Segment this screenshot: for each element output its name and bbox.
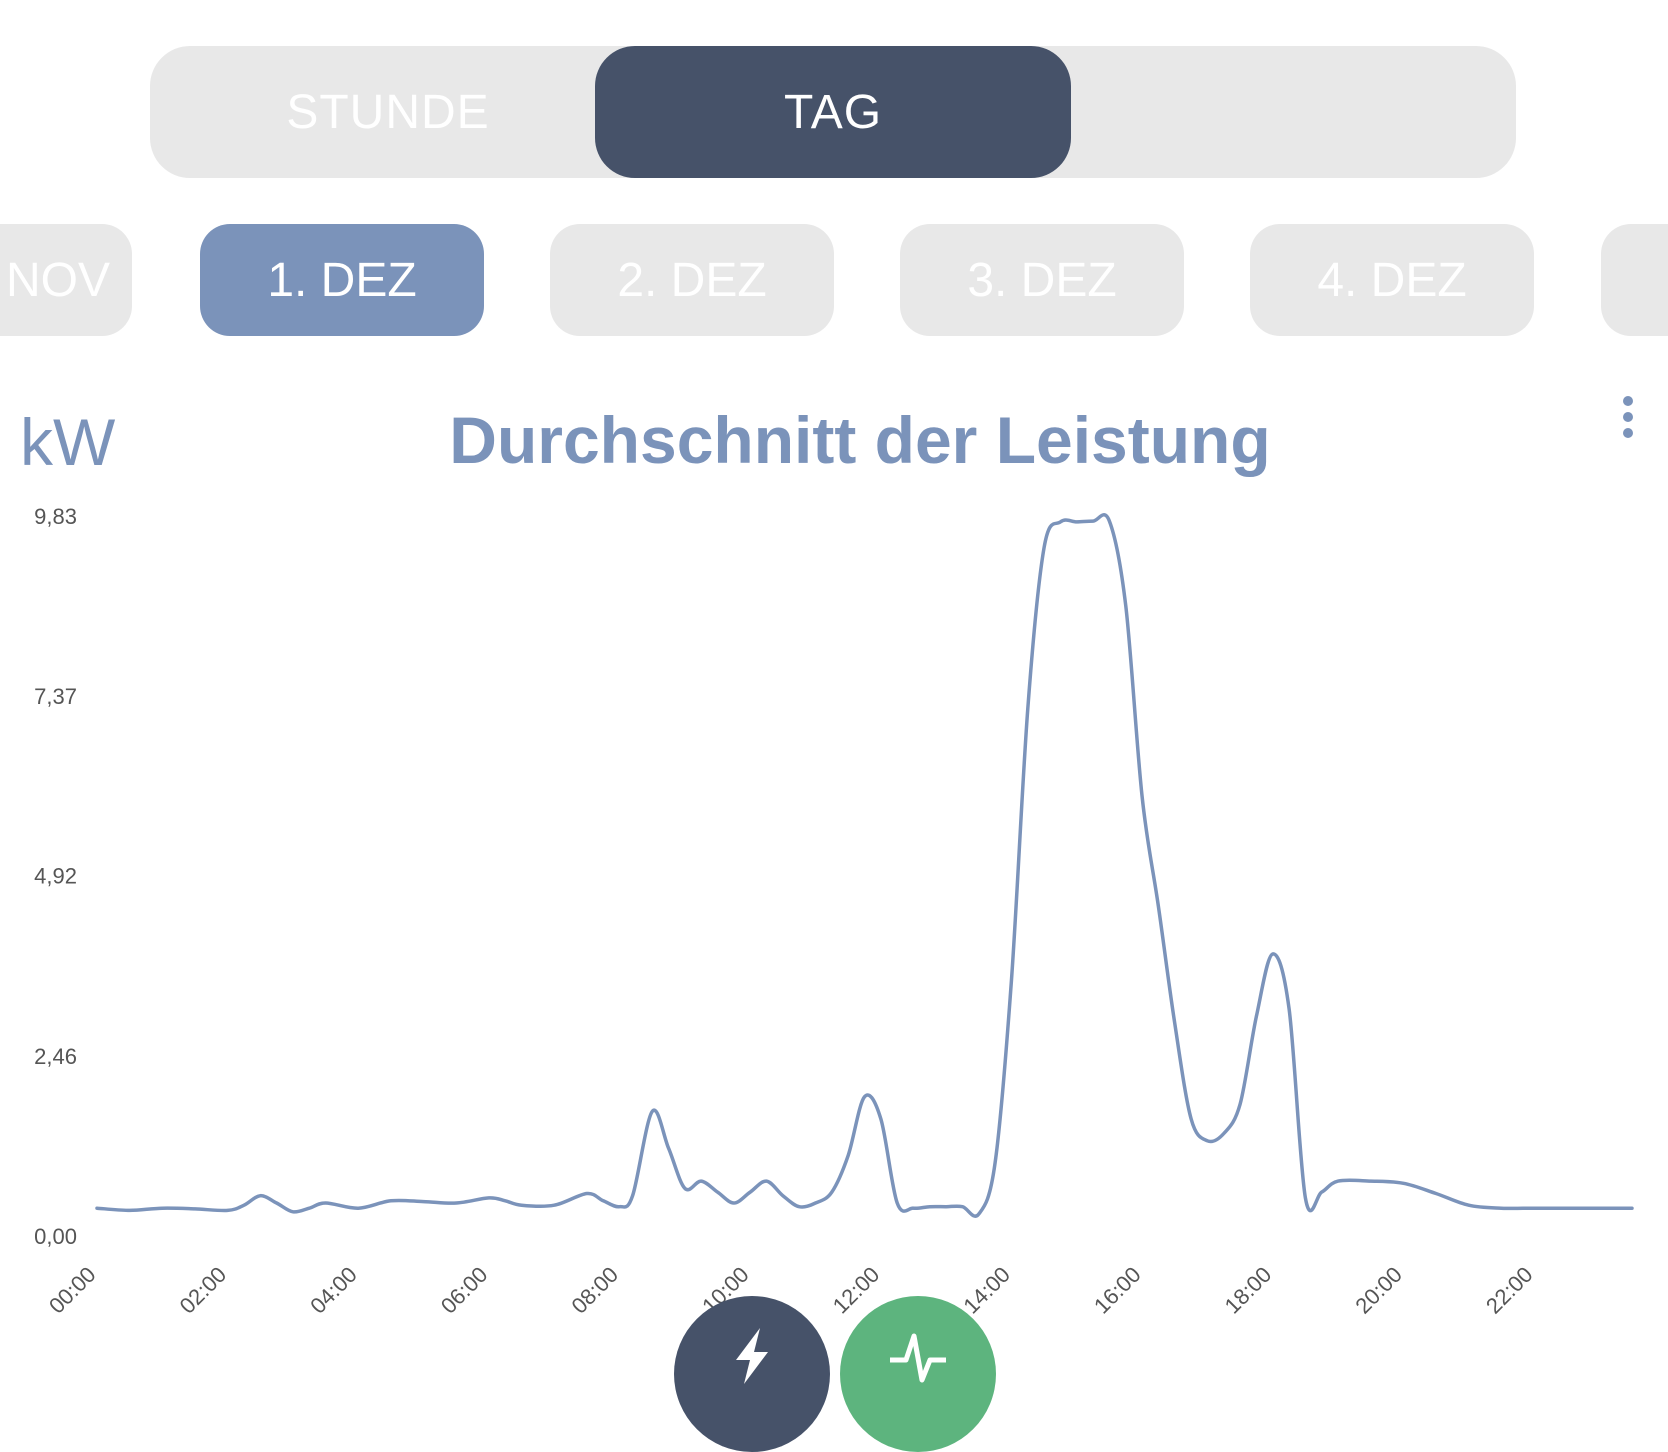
tab-stunde[interactable]: STUNDE <box>286 85 490 139</box>
x-tick-label: 06:00 <box>436 1262 493 1319</box>
chart-title: Durchschnitt der Leistung <box>449 403 1271 477</box>
date-chip-3-dez[interactable]: 3. DEZ <box>900 224 1184 336</box>
y-tick-label: 2,46 <box>34 1044 77 1069</box>
x-tick-label: 18:00 <box>1220 1262 1277 1319</box>
x-tick-label: 22:00 <box>1481 1262 1538 1319</box>
date-chip-next[interactable] <box>1601 224 1668 336</box>
date-chip-label: 4. DEZ <box>1317 253 1467 307</box>
y-tick-label: 9,83 <box>34 504 77 529</box>
x-tick-label: 20:00 <box>1350 1262 1407 1319</box>
x-tick-label: 16:00 <box>1089 1262 1146 1319</box>
date-chip-2-dez[interactable]: 2. DEZ <box>550 224 834 336</box>
unit-label: kW <box>20 405 116 479</box>
pulse-icon <box>890 1333 946 1383</box>
power-line-chart: 0,00 2,46 4,92 7,37 9,83 00:00 02:00 04:00 06:00… <box>34 504 1634 1319</box>
date-chip-label: 1. DEZ <box>267 253 417 307</box>
date-selector: NOV 1. DEZ 2. DEZ 3. DEZ 4. DEZ <box>0 224 1668 336</box>
date-chip-1-dez[interactable]: 1. DEZ <box>200 224 484 336</box>
date-chip-4-dez[interactable]: 4. DEZ <box>1250 224 1534 336</box>
date-chip-label: NOV <box>5 253 110 307</box>
x-tick-label: 02:00 <box>175 1262 232 1319</box>
date-chip-nov[interactable]: NOV <box>0 224 132 336</box>
y-tick-label: 7,37 <box>34 684 77 709</box>
pulse-button[interactable] <box>840 1296 996 1452</box>
series-line <box>95 513 1634 1218</box>
y-tick-label: 4,92 <box>34 864 77 889</box>
x-tick-label: 00:00 <box>44 1262 101 1319</box>
tab-tag[interactable]: TAG <box>595 46 1071 178</box>
period-toggle: STUNDE TAG <box>150 46 1516 178</box>
x-tick-label: 14:00 <box>958 1262 1015 1319</box>
lightning-icon <box>736 1328 768 1384</box>
y-tick-label: 0,00 <box>34 1224 77 1249</box>
date-chip-label: 2. DEZ <box>617 253 767 307</box>
lightning-button[interactable] <box>674 1296 830 1452</box>
x-tick-label: 04:00 <box>305 1262 362 1319</box>
more-vertical-icon[interactable] <box>1614 396 1642 440</box>
x-tick-label: 08:00 <box>566 1262 623 1319</box>
date-chip-label: 3. DEZ <box>967 253 1117 307</box>
